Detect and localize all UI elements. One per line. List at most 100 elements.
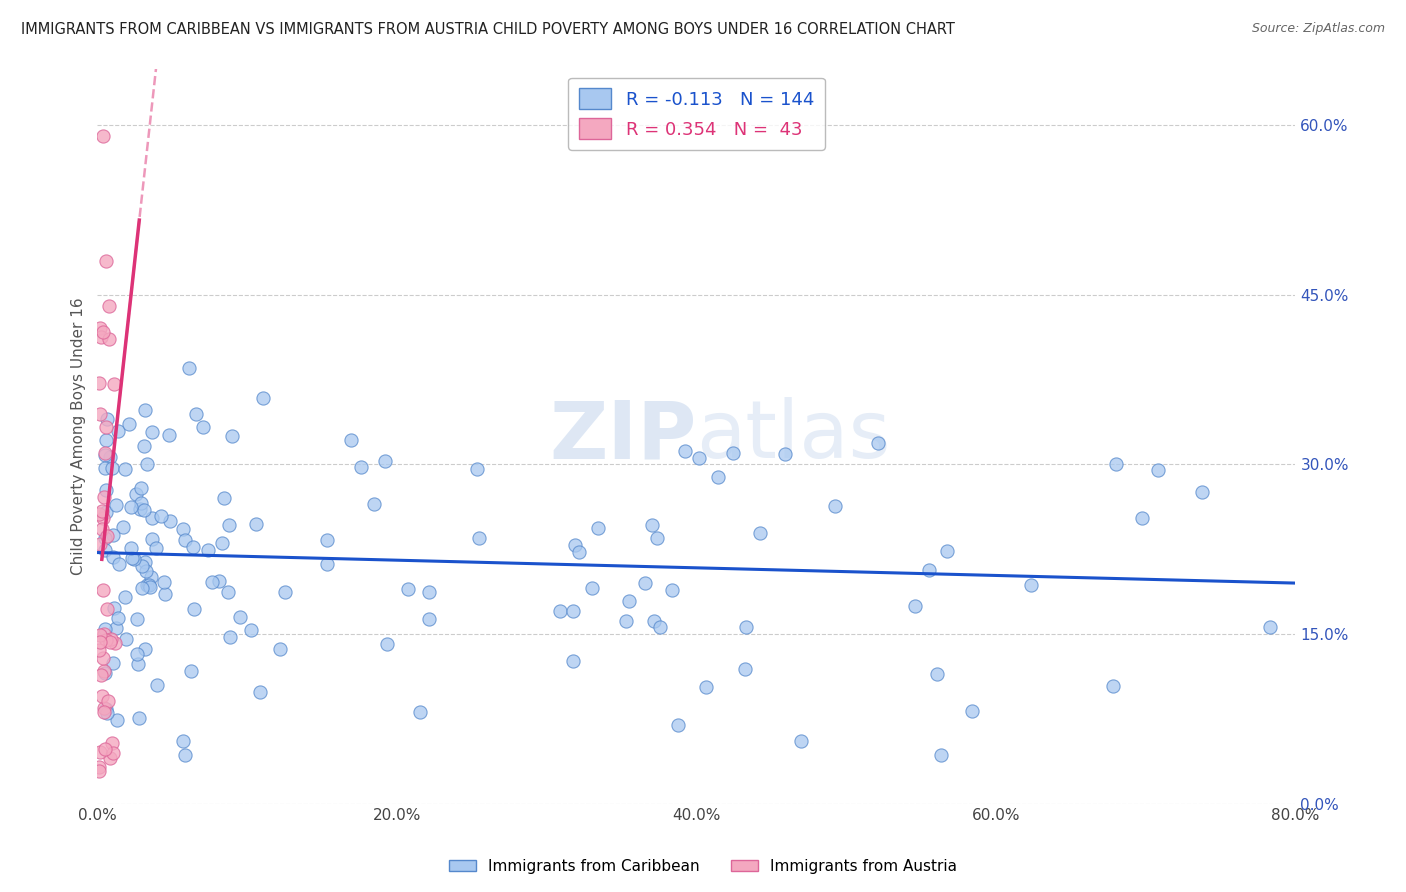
Point	[93, 705, 115, 719]
Point	[418, 612, 440, 626]
Point	[121, 550, 143, 565]
Point	[101, 528, 124, 542]
Point	[645, 531, 668, 545]
Point	[706, 470, 728, 484]
Point	[93, 129, 115, 144]
Point	[129, 481, 152, 495]
Point	[157, 427, 180, 442]
Point	[1191, 484, 1213, 499]
Point	[98, 332, 121, 346]
Point	[221, 429, 243, 443]
Point	[89, 634, 111, 648]
Point	[91, 522, 114, 536]
Point	[153, 574, 176, 589]
Point	[588, 521, 610, 535]
Point	[105, 713, 128, 727]
Point	[146, 677, 169, 691]
Point	[465, 462, 488, 476]
Point	[561, 604, 583, 618]
Legend: R = -0.113   N = 144, R = 0.354   N =  43: R = -0.113 N = 144, R = 0.354 N = 43	[568, 78, 825, 150]
Point	[138, 577, 160, 591]
Point	[191, 420, 214, 434]
Point	[172, 734, 194, 748]
Text: Source: ZipAtlas.com: Source: ZipAtlas.com	[1251, 22, 1385, 36]
Point	[467, 531, 489, 545]
Point	[89, 764, 111, 778]
Point	[734, 662, 756, 676]
Point	[824, 499, 846, 513]
Point	[87, 760, 110, 774]
Point	[1132, 511, 1154, 525]
Point	[561, 654, 583, 668]
Point	[408, 705, 430, 719]
Point	[114, 461, 136, 475]
Point	[94, 543, 117, 558]
Point	[125, 612, 148, 626]
Point	[89, 321, 111, 335]
Point	[1021, 578, 1043, 592]
Point	[135, 578, 157, 592]
Point	[131, 582, 153, 596]
Point	[375, 637, 398, 651]
Point	[363, 497, 385, 511]
Point	[274, 585, 297, 599]
Point	[94, 622, 117, 636]
Point	[98, 299, 121, 313]
Point	[239, 623, 262, 637]
Point	[87, 507, 110, 521]
Point	[269, 641, 291, 656]
Point	[96, 528, 118, 542]
Point	[129, 495, 152, 509]
Point	[122, 551, 145, 566]
Point	[197, 542, 219, 557]
Point	[688, 450, 710, 465]
Point	[91, 511, 114, 525]
Point	[98, 634, 121, 648]
Point	[96, 412, 118, 426]
Point	[960, 704, 983, 718]
Point	[101, 656, 124, 670]
Point	[617, 594, 640, 608]
Point	[89, 376, 111, 390]
Point	[98, 751, 121, 765]
Point	[252, 391, 274, 405]
Text: IMMIGRANTS FROM CARIBBEAN VS IMMIGRANTS FROM AUSTRIA CHILD POVERTY AMONG BOYS UN: IMMIGRANTS FROM CARIBBEAN VS IMMIGRANTS …	[21, 22, 955, 37]
Text: ZIP: ZIP	[550, 397, 696, 475]
Point	[316, 533, 339, 547]
Point	[648, 619, 671, 633]
Point	[186, 408, 208, 422]
Point	[94, 446, 117, 460]
Point	[229, 610, 252, 624]
Point	[134, 642, 156, 657]
Point	[374, 454, 396, 468]
Point	[90, 667, 112, 681]
Point	[101, 550, 124, 565]
Point	[103, 600, 125, 615]
Point	[127, 657, 149, 671]
Point	[155, 587, 177, 601]
Point	[134, 555, 156, 569]
Point	[866, 435, 889, 450]
Point	[935, 543, 957, 558]
Point	[89, 537, 111, 551]
Point	[125, 647, 148, 661]
Point	[177, 360, 200, 375]
Point	[134, 403, 156, 417]
Point	[929, 747, 952, 762]
Point	[349, 459, 371, 474]
Point	[101, 736, 124, 750]
Point	[145, 541, 167, 555]
Point	[174, 747, 197, 762]
Point	[748, 526, 770, 541]
Point	[249, 685, 271, 699]
Point	[90, 329, 112, 343]
Point	[581, 581, 603, 595]
Point	[643, 614, 665, 628]
Point	[128, 501, 150, 516]
Point	[141, 425, 163, 439]
Point	[96, 706, 118, 720]
Point	[614, 615, 637, 629]
Point	[107, 611, 129, 625]
Point	[174, 533, 197, 548]
Point	[94, 483, 117, 498]
